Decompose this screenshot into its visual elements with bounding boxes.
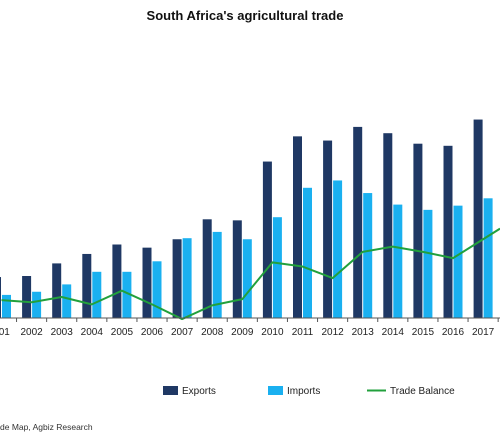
x-axis-ticks — [16, 318, 499, 322]
x-tick-label-2014: 2014 — [382, 327, 405, 338]
bar-exports-2014 — [383, 133, 393, 318]
bar-exports-2002 — [22, 276, 32, 318]
x-tick-label-2015: 2015 — [412, 327, 435, 338]
x-axis-labels: 001 2002 2003 2004 2005 2006 2007 2008 2009 2010 2… — [0, 327, 495, 338]
bars-group — [0, 119, 493, 319]
legend-swatch-imports — [268, 386, 283, 395]
bar-exports-2017 — [473, 119, 483, 318]
chart-title: South Africa's agricultural trade — [147, 8, 344, 23]
x-tick-label-2001: 001 — [0, 327, 10, 338]
bar-imports-2002 — [32, 291, 42, 318]
bar-imports-2016 — [453, 205, 463, 318]
bar-exports-2004 — [82, 253, 92, 318]
x-tick-label-2010: 2010 — [261, 327, 284, 338]
x-tick-label-2013: 2013 — [352, 327, 375, 338]
bar-imports-2009 — [242, 239, 252, 318]
bar-exports-2010 — [262, 161, 272, 318]
bar-imports-2005 — [122, 271, 132, 318]
bar-imports-2010 — [272, 217, 282, 318]
x-tick-label-2012: 2012 — [321, 327, 344, 338]
x-tick-label-2006: 2006 — [141, 327, 164, 338]
bar-exports-2006 — [142, 247, 152, 318]
bar-imports-2015 — [423, 209, 433, 318]
bar-imports-2003 — [62, 284, 72, 318]
bar-exports-2007 — [172, 239, 182, 318]
bar-imports-2004 — [92, 271, 102, 318]
x-tick-label-2016: 2016 — [442, 327, 465, 338]
bar-exports-2013 — [353, 126, 363, 319]
bar-exports-2008 — [202, 219, 212, 318]
legend-label-exports: Exports — [182, 386, 216, 397]
bar-imports-2012 — [333, 180, 343, 318]
x-tick-label-2007: 2007 — [171, 327, 194, 338]
trade-balance-line-group — [1, 227, 500, 321]
x-tick-label-2003: 2003 — [51, 327, 74, 338]
bar-imports-2017 — [483, 198, 493, 318]
bar-exports-2016 — [443, 145, 453, 318]
legend-swatch-exports — [163, 386, 178, 395]
bar-exports-2001 — [0, 277, 1, 318]
legend-label-trade-balance: Trade Balance — [390, 386, 455, 397]
bar-imports-2014 — [393, 204, 403, 318]
bar-imports-2008 — [212, 231, 222, 318]
x-tick-label-2004: 2004 — [81, 327, 104, 338]
bar-exports-2005 — [112, 244, 122, 318]
bar-exports-2012 — [323, 140, 333, 318]
x-tick-label-2008: 2008 — [201, 327, 224, 338]
legend: Exports Imports Trade Balance — [163, 386, 455, 397]
bar-imports-2011 — [303, 187, 312, 318]
x-tick-label-2017: 2017 — [472, 327, 495, 338]
bar-exports-2015 — [413, 143, 423, 318]
x-tick-label-2005: 2005 — [111, 327, 134, 338]
bar-exports-2011 — [293, 136, 302, 318]
x-tick-label-2002: 2002 — [20, 327, 43, 338]
bar-imports-2001 — [2, 294, 11, 318]
legend-label-imports: Imports — [287, 386, 320, 397]
bar-imports-2006 — [152, 261, 162, 318]
x-tick-label-2011: 2011 — [292, 327, 314, 338]
trade-balance-line — [1, 227, 500, 321]
bar-imports-2013 — [363, 193, 373, 318]
bar-exports-2003 — [52, 263, 62, 318]
bar-exports-2009 — [232, 220, 242, 318]
bar-imports-2007 — [182, 238, 192, 318]
source-note: de Map, Agbiz Research — [0, 422, 93, 432]
x-tick-label-2009: 2009 — [231, 327, 254, 338]
